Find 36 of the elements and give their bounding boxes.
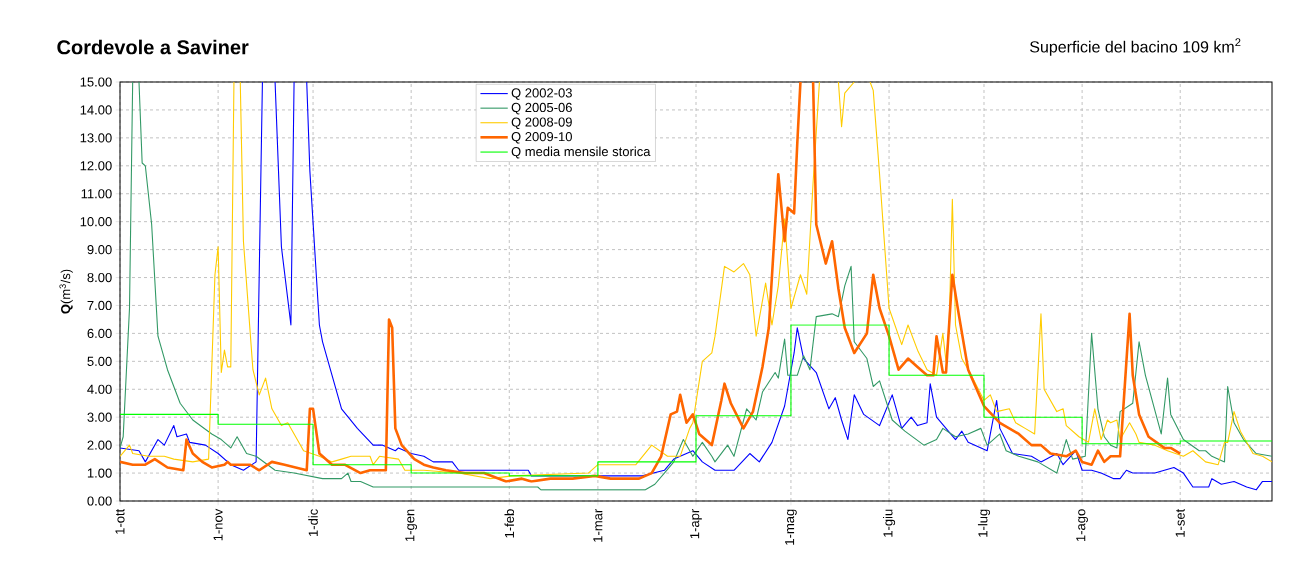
legend-label: Q 2005-06	[511, 102, 572, 115]
legend-label: Q 2008-09	[511, 117, 572, 129]
y-tick-label: 0.00	[87, 496, 112, 506]
x-tick-label: 1-nov	[213, 508, 223, 541]
y-tick-label: 14.00	[80, 105, 112, 115]
x-tick-label: 1-giu	[882, 509, 896, 537]
y-tick-label: 5.00	[87, 356, 112, 366]
y-tick-label: 4.00	[87, 384, 112, 394]
legend-label: Q 2009-10	[511, 132, 572, 144]
x-tick-label: 1-mag	[785, 509, 797, 545]
x-tick-label: 1-ago	[1076, 509, 1088, 542]
y-tick-label: 7.00	[87, 300, 112, 311]
y-tick-label: 9.00	[87, 244, 112, 255]
y-tick-label: 8.00	[87, 272, 112, 283]
x-tick-label: 1-set	[1175, 508, 1185, 537]
chart-subtitle: Superficie del bacino 109 km$^{2}$	[1030, 38, 1241, 56]
y-tick-label: 12.00	[80, 161, 112, 171]
y-tick-label: 13.00	[80, 133, 112, 143]
y-tick-label: 3.00	[87, 412, 112, 422]
x-tick-label: 1-lug	[977, 509, 991, 537]
y-tick-label: 15.00	[80, 77, 112, 87]
y-tick-label: 1.00	[87, 468, 112, 478]
x-tick-label: 1-apr	[690, 509, 702, 539]
y-tick-label: 10.00	[80, 217, 112, 227]
x-tick-label: 1-feb	[504, 509, 515, 538]
y-tick-label: 2.00	[87, 440, 112, 450]
legend-label: Q media mensile storica	[511, 146, 651, 159]
x-tick-label: 1-mar	[593, 509, 603, 542]
x-tick-label: 1-dic	[308, 509, 318, 536]
x-tick-label: 1-ott	[115, 508, 125, 534]
y-tick-label: 11.00	[81, 189, 112, 199]
y-axis-title: Q(m$^{3}$/s)	[59, 269, 73, 314]
chart-title: Cordevole a Saviner	[57, 39, 249, 55]
legend-label: Q 2002-03	[511, 88, 572, 100]
x-tick-label: 1-gen	[405, 509, 417, 542]
y-tick-label: 6.00	[87, 328, 112, 338]
